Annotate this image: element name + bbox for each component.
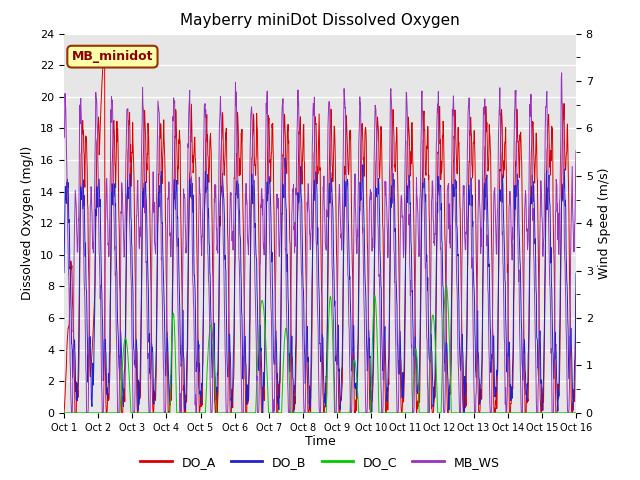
Legend: DO_A, DO_B, DO_C, MB_WS: DO_A, DO_B, DO_C, MB_WS (136, 451, 504, 474)
Y-axis label: Wind Speed (m/s): Wind Speed (m/s) (598, 168, 611, 279)
X-axis label: Time: Time (305, 435, 335, 448)
Title: Mayberry miniDot Dissolved Oxygen: Mayberry miniDot Dissolved Oxygen (180, 13, 460, 28)
Y-axis label: Dissolved Oxygen (mg/l): Dissolved Oxygen (mg/l) (22, 146, 35, 300)
Text: MB_minidot: MB_minidot (72, 50, 153, 63)
